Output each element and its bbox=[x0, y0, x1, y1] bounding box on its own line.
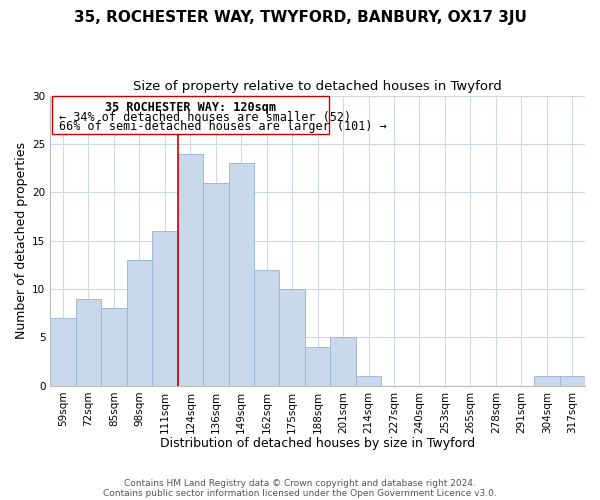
Bar bbox=[305, 347, 331, 386]
Text: ← 34% of detached houses are smaller (52): ← 34% of detached houses are smaller (52… bbox=[59, 110, 352, 124]
Text: 35, ROCHESTER WAY, TWYFORD, BANBURY, OX17 3JU: 35, ROCHESTER WAY, TWYFORD, BANBURY, OX1… bbox=[74, 10, 526, 25]
Bar bbox=[229, 164, 254, 386]
Text: 66% of semi-detached houses are larger (101) →: 66% of semi-detached houses are larger (… bbox=[59, 120, 387, 133]
Title: Size of property relative to detached houses in Twyford: Size of property relative to detached ho… bbox=[133, 80, 502, 93]
Bar bbox=[76, 299, 101, 386]
Bar bbox=[50, 318, 76, 386]
Y-axis label: Number of detached properties: Number of detached properties bbox=[15, 142, 28, 339]
Bar bbox=[280, 289, 305, 386]
Bar bbox=[127, 260, 152, 386]
Bar bbox=[101, 308, 127, 386]
Bar bbox=[534, 376, 560, 386]
Bar bbox=[152, 231, 178, 386]
X-axis label: Distribution of detached houses by size in Twyford: Distribution of detached houses by size … bbox=[160, 437, 475, 450]
Bar bbox=[356, 376, 381, 386]
FancyBboxPatch shape bbox=[52, 96, 329, 134]
Bar bbox=[331, 338, 356, 386]
Text: 35 ROCHESTER WAY: 120sqm: 35 ROCHESTER WAY: 120sqm bbox=[105, 101, 276, 114]
Bar bbox=[203, 182, 229, 386]
Text: Contains HM Land Registry data © Crown copyright and database right 2024.: Contains HM Land Registry data © Crown c… bbox=[124, 478, 476, 488]
Bar bbox=[178, 154, 203, 386]
Text: Contains public sector information licensed under the Open Government Licence v3: Contains public sector information licen… bbox=[103, 488, 497, 498]
Bar bbox=[560, 376, 585, 386]
Bar bbox=[254, 270, 280, 386]
